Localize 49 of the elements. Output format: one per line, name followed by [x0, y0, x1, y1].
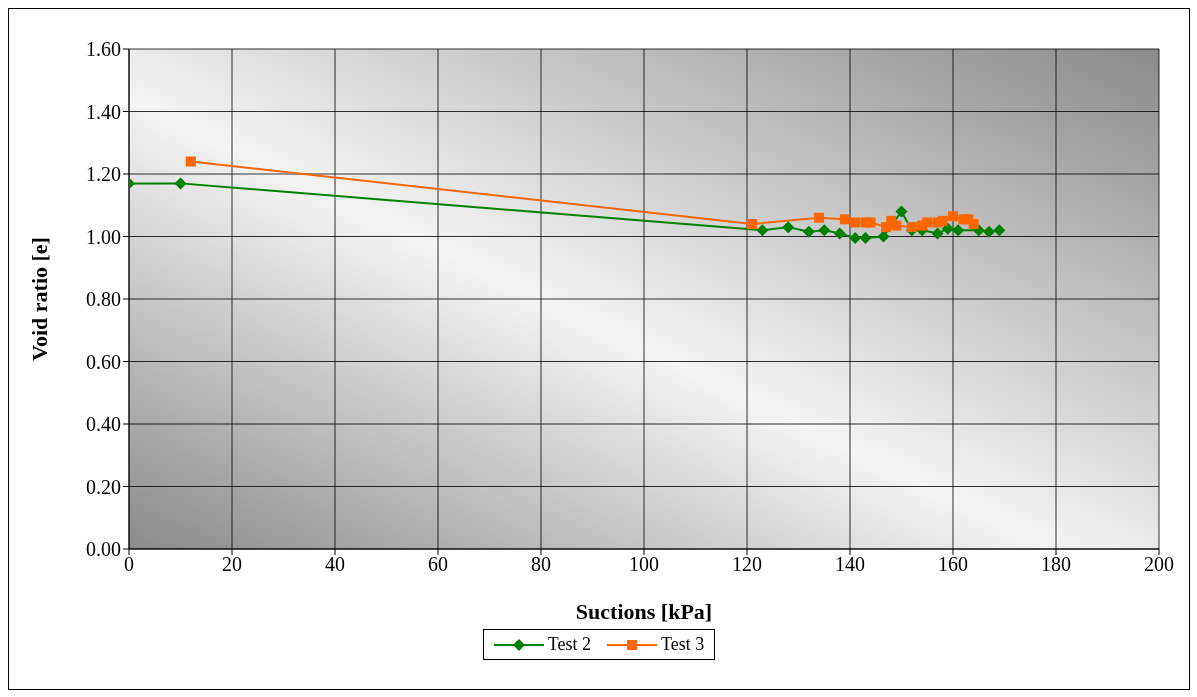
point — [185, 156, 196, 167]
legend-label: Test 3 — [661, 634, 705, 655]
point — [931, 227, 944, 240]
y-tick-label: 1.20 — [86, 163, 121, 186]
x-tick-label: 80 — [531, 553, 551, 576]
point — [814, 212, 825, 223]
x-tick-label: 160 — [938, 553, 968, 576]
x-tick-label: 140 — [835, 553, 865, 576]
point — [833, 227, 846, 240]
y-axis-title: Void ratio [e] — [26, 237, 52, 361]
point — [922, 217, 933, 228]
y-tick-label: 1.60 — [86, 38, 121, 61]
x-tick-label: 120 — [732, 553, 762, 576]
y-tick-label: 0.20 — [86, 475, 121, 498]
point — [941, 222, 954, 235]
x-tick-label: 180 — [1041, 553, 1071, 576]
point — [983, 225, 996, 238]
point — [968, 219, 979, 229]
point — [850, 217, 861, 228]
point — [802, 225, 815, 238]
point — [891, 220, 902, 231]
y-tick-label: 0.00 — [86, 538, 121, 561]
legend-label: Test 2 — [547, 634, 591, 655]
x-tick-label: 20 — [222, 553, 242, 576]
point — [993, 224, 1006, 237]
point — [937, 215, 948, 226]
x-axis-title: Suctions [kPa] — [575, 599, 713, 624]
y-tick-label: 1.00 — [86, 225, 121, 248]
x-tick-label: 40 — [325, 553, 345, 576]
point — [782, 221, 795, 234]
point — [948, 211, 958, 222]
point — [756, 224, 769, 237]
y-tick-label: 0.60 — [86, 350, 121, 373]
point — [906, 222, 917, 233]
point — [839, 214, 850, 225]
point — [952, 224, 965, 237]
point — [859, 232, 872, 245]
point — [895, 205, 908, 218]
point — [818, 224, 831, 237]
y-tick-label: 0.40 — [86, 413, 121, 436]
point — [747, 219, 758, 229]
y-tick-label: 0.80 — [86, 288, 121, 311]
y-tick-label: 1.40 — [86, 100, 121, 123]
point — [174, 177, 187, 190]
x-tick-label: 100 — [629, 553, 659, 576]
point — [865, 217, 876, 228]
x-tick-label: 200 — [1144, 553, 1174, 576]
x-tick-label: 0 — [124, 553, 134, 576]
x-tick-label: 60 — [428, 553, 448, 576]
